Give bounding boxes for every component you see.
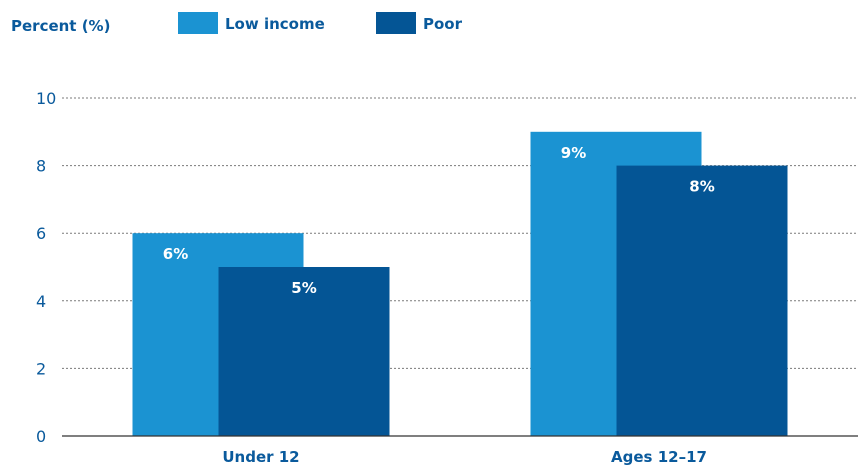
bar-poor-under-12 <box>218 267 390 436</box>
x-axis-ticks: Under 12 Ages 12–17 <box>222 448 707 466</box>
data-label-low-income-ages-12-17: 9% <box>561 144 586 162</box>
y-tick-label-6: 6 <box>36 224 46 243</box>
x-tick-label-ages-12-17: Ages 12–17 <box>611 448 707 466</box>
data-label-low-income-under-12: 6% <box>163 245 188 263</box>
y-tick-label-10: 10 <box>36 89 56 108</box>
y-tick-label-8: 8 <box>36 157 46 176</box>
data-labels: 6% 5% 9% 8% <box>163 144 715 297</box>
data-label-poor-under-12: 5% <box>291 279 316 297</box>
data-label-poor-ages-12-17: 8% <box>689 178 714 196</box>
y-axis-ticks: 0 2 4 6 8 10 <box>36 89 56 446</box>
x-tick-label-under-12: Under 12 <box>222 448 299 466</box>
y-tick-label-2: 2 <box>36 359 46 378</box>
legend: Low income Poor <box>178 12 463 34</box>
y-tick-label-4: 4 <box>36 292 46 311</box>
bars <box>132 131 788 437</box>
legend-swatch-poor <box>376 12 416 34</box>
legend-swatch-low-income <box>178 12 218 34</box>
y-tick-label-0: 0 <box>36 427 46 446</box>
legend-label-poor: Poor <box>423 15 463 33</box>
legend-label-low-income: Low income <box>225 15 325 33</box>
y-axis-label: Percent (%) <box>11 17 110 35</box>
bar-poor-ages-12-17 <box>616 165 788 436</box>
